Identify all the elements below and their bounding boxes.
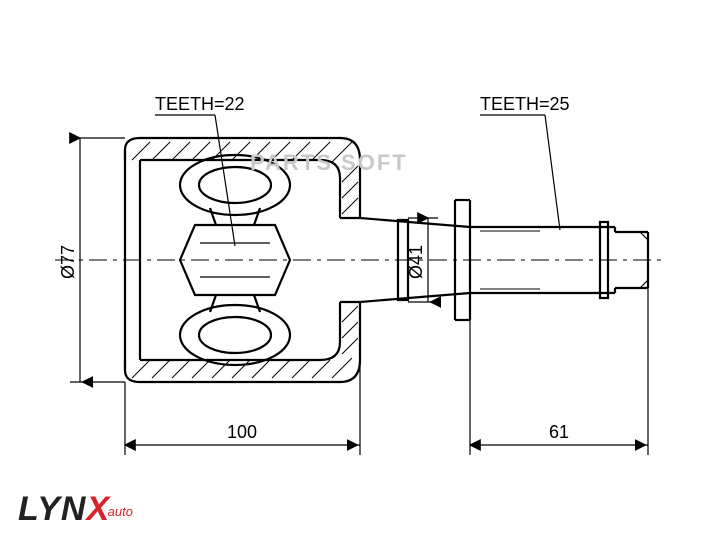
label-teeth-right: TEETH=25: [480, 94, 570, 114]
dim-d41: Ø41: [406, 245, 426, 279]
logo-text-main: LYN: [18, 490, 86, 528]
cv-joint-drawing: Ø77 Ø41 100 61 TEETH=22 TEETH=25: [0, 0, 720, 540]
dim-100: 100: [227, 422, 257, 442]
brand-logo: LYNX auto: [18, 492, 139, 526]
dim-d77: Ø77: [58, 245, 78, 279]
logo-text-x: X: [86, 490, 109, 528]
label-teeth-left: TEETH=22: [155, 94, 245, 114]
logo-text-sub: auto: [108, 504, 133, 519]
dim-61: 61: [549, 422, 569, 442]
